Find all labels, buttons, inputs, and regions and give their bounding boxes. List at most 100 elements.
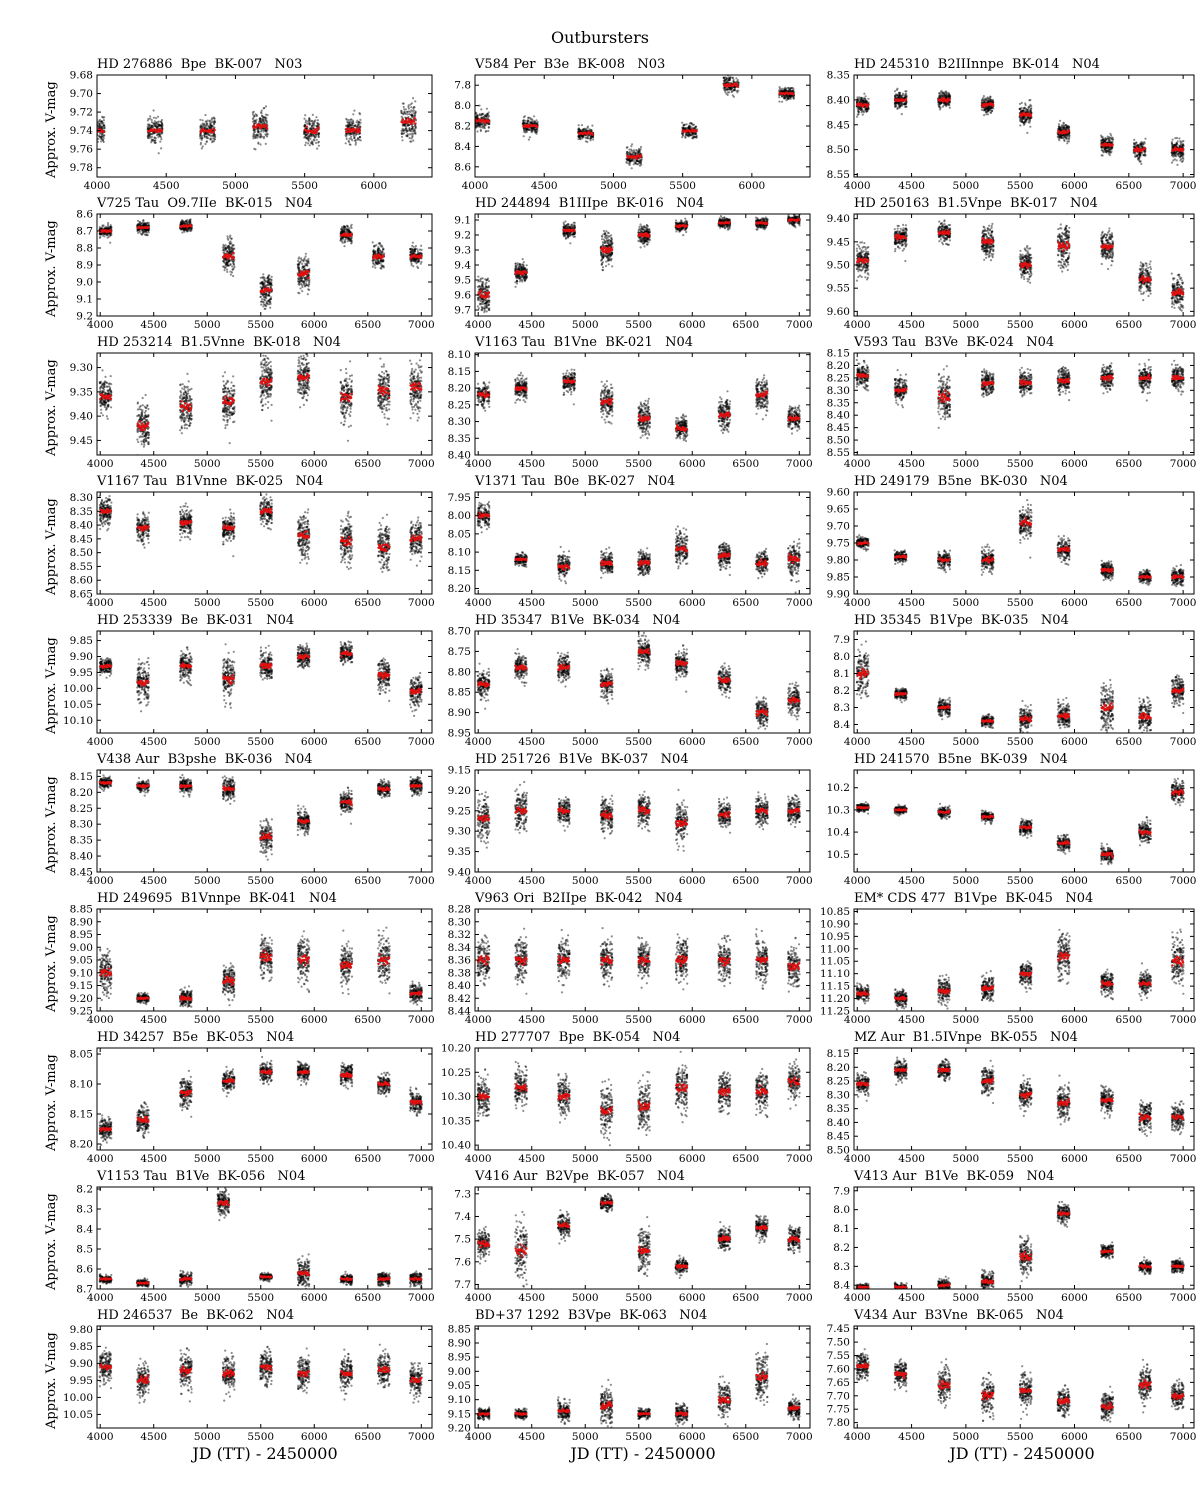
data-point xyxy=(866,109,869,112)
data-point xyxy=(1019,124,1022,127)
data-point xyxy=(305,134,308,137)
data-point xyxy=(590,135,593,138)
data-point xyxy=(1024,121,1027,124)
data-point xyxy=(632,163,635,166)
data-point xyxy=(345,133,348,136)
data-point xyxy=(348,137,351,140)
data-point xyxy=(903,103,906,106)
data-point xyxy=(305,137,308,140)
data-point xyxy=(344,142,347,145)
data-point xyxy=(682,126,685,129)
data-point xyxy=(581,135,584,138)
data-point xyxy=(1143,142,1146,145)
data-point xyxy=(629,158,633,162)
data-point xyxy=(308,119,311,122)
data-point xyxy=(986,109,989,112)
data-point xyxy=(938,103,941,106)
data-point xyxy=(857,111,860,114)
data-point xyxy=(405,126,408,130)
data-point xyxy=(691,132,694,135)
data-point xyxy=(88,120,90,122)
data-point xyxy=(346,125,349,128)
data-point xyxy=(98,120,101,123)
data-point xyxy=(352,134,355,137)
data-point xyxy=(146,222,149,225)
y-tick-label: 8.35 xyxy=(827,70,850,82)
data-point xyxy=(347,124,350,127)
data-point xyxy=(1106,137,1109,140)
data-point xyxy=(1111,136,1114,139)
data-point xyxy=(1171,144,1174,147)
data-point xyxy=(729,86,732,90)
data-point xyxy=(1134,155,1137,158)
data-point xyxy=(1058,135,1061,139)
data-point xyxy=(147,133,150,136)
data-point xyxy=(984,99,987,102)
data-point xyxy=(353,124,356,127)
data-point xyxy=(1171,143,1174,146)
data-point xyxy=(304,144,307,147)
data-point xyxy=(938,105,941,108)
data-point xyxy=(265,119,268,122)
data-point xyxy=(694,125,697,129)
data-point xyxy=(106,236,109,239)
data-point xyxy=(408,123,411,126)
data-point xyxy=(256,128,259,131)
data-point xyxy=(940,101,943,104)
data-point xyxy=(1109,141,1112,144)
data-point xyxy=(904,102,907,105)
data-point xyxy=(153,131,156,134)
data-point xyxy=(348,125,351,128)
data-point xyxy=(406,135,409,138)
data-point xyxy=(1173,151,1176,154)
data-point xyxy=(1058,127,1061,131)
data-point xyxy=(893,102,896,106)
data-point xyxy=(358,136,361,139)
data-point xyxy=(941,94,944,97)
data-point xyxy=(724,87,727,90)
data-point xyxy=(639,148,642,151)
data-point xyxy=(626,158,629,162)
data-point xyxy=(316,121,319,125)
data-point xyxy=(199,137,202,140)
data-point xyxy=(106,223,109,227)
data-point xyxy=(413,112,416,115)
data-point xyxy=(948,101,951,104)
data-point xyxy=(899,104,902,107)
data-point xyxy=(858,100,861,103)
data-point xyxy=(1024,107,1027,110)
data-point xyxy=(695,136,698,139)
data-point xyxy=(1171,154,1174,157)
data-point xyxy=(695,132,698,135)
data-point xyxy=(867,101,870,104)
data-point xyxy=(213,120,216,123)
data-point xyxy=(98,124,102,127)
data-point xyxy=(630,145,633,148)
data-point xyxy=(693,126,696,130)
data-point xyxy=(1139,153,1142,156)
data-point xyxy=(1175,141,1178,145)
data-point xyxy=(586,126,589,129)
data-point xyxy=(1136,144,1139,147)
data-point xyxy=(1172,152,1175,156)
data-point xyxy=(303,131,306,134)
panel-svg: 4000 4500 5000 5500 60009.689.709.729.749.76… xyxy=(70,70,433,192)
data-point xyxy=(896,87,899,90)
data-point xyxy=(401,139,404,142)
data-point xyxy=(94,130,96,132)
data-point xyxy=(140,221,143,224)
data-point xyxy=(100,125,103,128)
data-point xyxy=(577,135,580,138)
data-point xyxy=(255,113,258,117)
data-point xyxy=(313,136,316,139)
data-point xyxy=(303,132,306,135)
data-point xyxy=(783,96,786,99)
data-point xyxy=(628,160,631,163)
data-point xyxy=(1026,131,1029,134)
data-point xyxy=(1027,106,1030,109)
data-point xyxy=(314,119,317,122)
data-point xyxy=(402,132,405,136)
data-point xyxy=(729,88,732,91)
data-point xyxy=(317,141,320,144)
data-point xyxy=(1137,158,1140,161)
